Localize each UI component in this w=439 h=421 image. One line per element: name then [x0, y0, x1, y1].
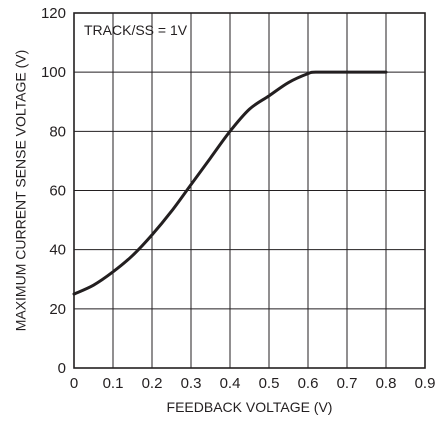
x-tick-label: 0.3: [181, 375, 202, 392]
x-tick-label: 0.4: [220, 375, 241, 392]
y-tick-label: 120: [41, 5, 66, 22]
x-axis-label: FEEDBACK VOLTAGE (V): [167, 399, 333, 415]
x-tick-label: 0.7: [337, 375, 358, 392]
y-tick-label: 40: [49, 242, 66, 259]
plot-frame: [73, 12, 426, 369]
x-tick-label: 0.1: [103, 375, 124, 392]
y-tick-label: 80: [49, 123, 66, 140]
x-tick-label: 0.6: [298, 375, 319, 392]
y-tick-label: 20: [49, 301, 66, 318]
x-tick-label: 0.9: [415, 375, 436, 392]
tick-labels: 0 0.1 0.2 0.3 0.4 0.5 0.6 0.7 0.8 0.9 0 20 40 60 80 100…: [41, 5, 435, 392]
series-line: [72, 70, 388, 296]
series-layer: [72, 70, 388, 296]
y-tick-label: 60: [49, 183, 66, 200]
x-tick-label: 0.8: [376, 375, 397, 392]
y-tick-label: 0: [58, 360, 66, 377]
x-tick-label: 0.2: [142, 375, 163, 392]
grid: [74, 13, 425, 368]
y-tick-label: 100: [41, 64, 66, 81]
y-axis-label: MAXIMUM CURRENT SENSE VOLTAGE (V): [13, 50, 29, 332]
x-tick-label: 0.5: [259, 375, 280, 392]
chart-annotation: TRACK/SS = 1V: [84, 22, 188, 38]
x-tick-label: 0: [70, 375, 78, 392]
